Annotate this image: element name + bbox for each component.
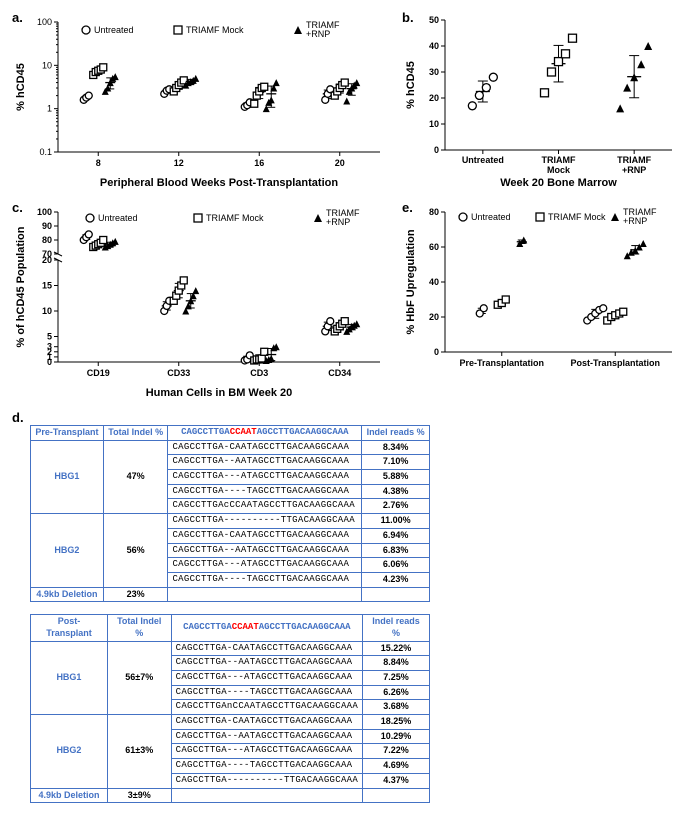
svg-text:20: 20 — [429, 312, 439, 322]
svg-text:0.1: 0.1 — [39, 147, 52, 157]
svg-text:40: 40 — [429, 41, 439, 51]
svg-text:Untreated: Untreated — [462, 155, 504, 165]
svg-text:Peripheral Blood Weeks Post-Tr: Peripheral Blood Weeks Post-Transplantat… — [100, 177, 338, 189]
svg-text:100: 100 — [37, 207, 52, 217]
svg-text:Untreated: Untreated — [471, 212, 511, 222]
panel-b-label: b. — [402, 10, 414, 25]
svg-text:10: 10 — [42, 60, 52, 70]
svg-text:40: 40 — [429, 277, 439, 287]
svg-text:20: 20 — [335, 158, 345, 168]
svg-text:100: 100 — [37, 17, 52, 27]
svg-text:TRIAMF Mock: TRIAMF Mock — [186, 25, 244, 35]
svg-text:8: 8 — [96, 158, 101, 168]
svg-text:5: 5 — [47, 332, 52, 342]
svg-text:3: 3 — [47, 342, 52, 352]
svg-text:% of hCD45 Population: % of hCD45 Population — [15, 226, 27, 347]
svg-text:+RNP: +RNP — [622, 165, 646, 175]
svg-text:12: 12 — [174, 158, 184, 168]
svg-text:Untreated: Untreated — [94, 25, 134, 35]
indel-table: Post-TransplantTotal Indel %CAGCCTTGACCA… — [30, 614, 430, 803]
panel-b: b. 0 10 20 30 40 50 % hCD45 Week 20 Bone Marrow… — [400, 10, 680, 190]
svg-text:30: 30 — [429, 67, 439, 77]
svg-text:Human Cells in BM Week 20: Human Cells in BM Week 20 — [146, 387, 293, 399]
svg-text:TRIAMF: TRIAMF — [542, 155, 576, 165]
svg-text:16: 16 — [254, 158, 264, 168]
svg-text:1: 1 — [47, 104, 52, 114]
panel-e-label: e. — [402, 200, 413, 215]
svg-text:0: 0 — [434, 347, 439, 357]
svg-text:TRIAMF: TRIAMF — [617, 155, 651, 165]
svg-text:CD19: CD19 — [87, 368, 110, 378]
svg-text:Mock: Mock — [547, 165, 571, 175]
panel-c: c. 70809010001235101520% of hCD45 Popula… — [10, 200, 390, 400]
panel-a: a. 0.1 1 10 100 8 12 16 20 % hCD45 Peripheral Blo… — [10, 10, 390, 190]
svg-text:CD34: CD34 — [328, 368, 351, 378]
svg-text:80: 80 — [429, 207, 439, 217]
svg-text:Week 20 Bone Marrow: Week 20 Bone Marrow — [500, 177, 617, 189]
svg-text:10: 10 — [42, 306, 52, 316]
svg-text:Post-Transplantation: Post-Transplantation — [570, 358, 660, 368]
svg-text:% hCD45: % hCD45 — [405, 61, 417, 109]
svg-text:+RNP: +RNP — [623, 216, 647, 226]
svg-text:20: 20 — [42, 255, 52, 265]
panel-a-label: a. — [12, 10, 23, 25]
svg-text:Pre-Transplantation: Pre-Transplantation — [459, 358, 544, 368]
svg-text:90: 90 — [42, 221, 52, 231]
svg-text:10: 10 — [429, 119, 439, 129]
svg-text:TRIAMF Mock: TRIAMF Mock — [548, 212, 606, 222]
indel-table: Pre-TransplantTotal Indel %CAGCCTTGACCAA… — [30, 425, 430, 602]
svg-text:50: 50 — [429, 15, 439, 25]
svg-text:% HbF Upregulation: % HbF Upregulation — [405, 229, 417, 334]
svg-text:+RNP: +RNP — [326, 217, 350, 227]
svg-text:CD33: CD33 — [167, 368, 190, 378]
svg-text:15: 15 — [42, 281, 52, 291]
svg-text:CD3: CD3 — [250, 368, 268, 378]
svg-text:+RNP: +RNP — [306, 29, 330, 39]
panel-e: e. 0 20 40 60 80 % HbF Upregulation Untreated T… — [400, 200, 680, 400]
svg-text:Untreated: Untreated — [98, 213, 138, 223]
panel-c-label: c. — [12, 200, 23, 215]
panel-d: d. Pre-TransplantTotal Indel %CAGCCTTGAC… — [10, 410, 675, 803]
svg-text:60: 60 — [429, 242, 439, 252]
svg-text:80: 80 — [42, 235, 52, 245]
panel-d-label: d. — [12, 410, 24, 425]
svg-text:% hCD45: % hCD45 — [15, 63, 27, 111]
svg-text:20: 20 — [429, 93, 439, 103]
svg-text:0: 0 — [434, 145, 439, 155]
svg-text:TRIAMF Mock: TRIAMF Mock — [206, 213, 264, 223]
